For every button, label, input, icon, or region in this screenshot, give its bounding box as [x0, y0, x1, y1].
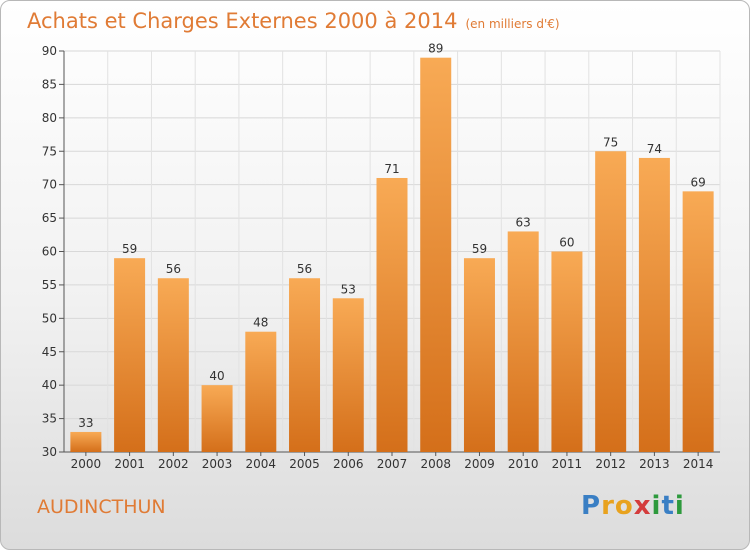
logo-letter: o: [614, 491, 634, 521]
y-tick-label: 65: [42, 211, 57, 225]
x-tick-label: 2010: [508, 457, 539, 471]
data-label: 59: [122, 242, 137, 256]
data-label: 56: [297, 262, 312, 276]
bar-2001: [114, 258, 146, 452]
bar-2005: [289, 278, 321, 452]
data-label: 60: [559, 236, 574, 250]
labels: 30 35 40 45 50 55 60 65 70 75 80 85 90 33 2000 59 2001 56…: [42, 42, 714, 471]
commune-name: AUDINCTHUN: [37, 496, 166, 518]
bar-2009: [463, 258, 495, 452]
logo-letter: r: [601, 491, 615, 521]
y-tick-label: 85: [42, 77, 57, 91]
data-label: 71: [384, 162, 399, 176]
data-label: 89: [428, 42, 443, 56]
y-tick-label: 30: [42, 445, 57, 459]
proxiti-logo: Proxiti: [581, 491, 685, 521]
y-tick-label: 40: [42, 378, 57, 392]
y-tick-label: 55: [42, 278, 57, 292]
y-tick-label: 50: [42, 311, 57, 325]
data-label: 74: [647, 142, 662, 156]
bar-2008: [420, 57, 452, 452]
logo-letter: t: [661, 491, 675, 521]
chart-title: Achats et Charges Externes 2000 à 2014 (e…: [27, 9, 560, 33]
logo-letter: P: [581, 491, 602, 521]
x-tick-label: 2001: [114, 457, 145, 471]
bar-2013: [638, 157, 670, 452]
y-tick-label: 45: [42, 345, 57, 359]
x-tick-label: 2000: [71, 457, 102, 471]
data-label: 75: [603, 135, 618, 149]
x-tick-label: 2009: [464, 457, 495, 471]
x-tick-label: 2002: [158, 457, 189, 471]
data-label: 53: [341, 282, 356, 296]
x-tick-label: 2007: [377, 457, 408, 471]
y-tick-label: 75: [42, 144, 57, 158]
logo-letter: i: [674, 491, 685, 521]
x-tick-label: 2008: [420, 457, 451, 471]
y-tick-label: 90: [42, 44, 57, 58]
x-tick-label: 2005: [289, 457, 320, 471]
data-label: 69: [690, 175, 705, 189]
bar-2003: [201, 385, 233, 452]
x-tick-label: 2011: [552, 457, 583, 471]
bar-2010: [507, 231, 539, 452]
y-tick-label: 60: [42, 245, 57, 259]
data-label: 48: [253, 316, 268, 330]
x-tick-label: 2012: [595, 457, 626, 471]
logo-letter: i: [651, 491, 662, 521]
y-tick-label: 35: [42, 412, 57, 426]
y-tick-label: 80: [42, 111, 57, 125]
bar-2004: [245, 331, 277, 452]
data-label: 59: [472, 242, 487, 256]
x-tick-label: 2003: [202, 457, 233, 471]
bar-2011: [551, 251, 583, 452]
data-label: 56: [166, 262, 181, 276]
bar-2006: [332, 298, 364, 452]
bar-2002: [157, 278, 189, 452]
bar-2014: [682, 191, 714, 452]
bar-2007: [376, 177, 408, 452]
logo-letter: x: [633, 491, 652, 521]
x-tick-label: 2014: [683, 457, 714, 471]
x-tick-label: 2004: [246, 457, 277, 471]
bar-2000: [70, 431, 102, 452]
y-tick-label: 70: [42, 178, 57, 192]
bar-2012: [595, 151, 627, 452]
x-tick-label: 2006: [333, 457, 364, 471]
x-tick-label: 2013: [639, 457, 670, 471]
data-label: 33: [78, 416, 93, 430]
data-label: 40: [209, 369, 224, 383]
data-label: 63: [516, 215, 531, 229]
chart-subtitle: (en milliers d'€): [465, 17, 560, 31]
bars: [70, 57, 714, 452]
